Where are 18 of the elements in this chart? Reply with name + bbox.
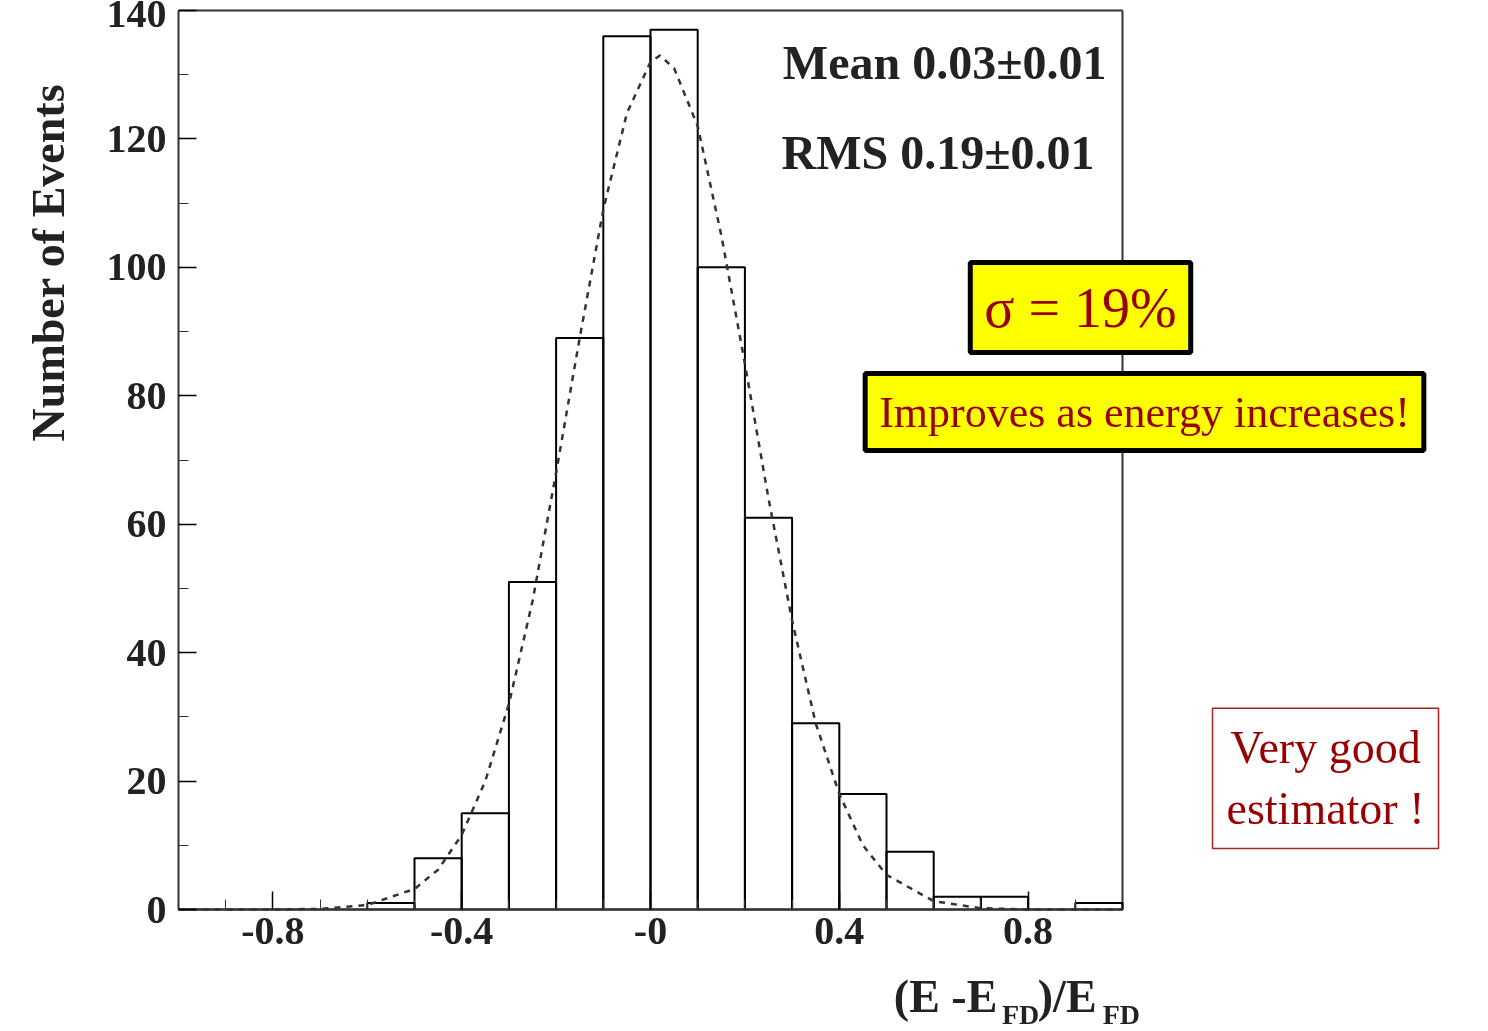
x-tick-label: 0.4 [814, 907, 865, 953]
y-tick-label: 120 [106, 115, 167, 161]
y-tick-label: 60 [126, 501, 167, 547]
annotation: Improves as energy increases! [879, 387, 1410, 437]
y-tick-label: 140 [106, 0, 167, 36]
x-tick-label: -0.4 [430, 907, 494, 953]
y-tick-label: 40 [126, 629, 167, 675]
y-tick-label: 20 [126, 758, 167, 804]
annotation: Mean 0.03±0.01 [782, 35, 1107, 89]
annotation: σ = 19% [984, 276, 1177, 339]
x-tick-label: -0 [633, 907, 668, 953]
annotation: RMS 0.19±0.01 [781, 125, 1095, 179]
y-tick-label: 100 [106, 244, 167, 290]
text: Very good estimator ! [1226, 722, 1425, 835]
y-axis-title: Number of Events [22, 84, 74, 442]
y-tick-label: 80 [126, 372, 167, 418]
x-tick-label: 0.8 [1003, 907, 1054, 953]
y-tick-label: 0 [146, 886, 167, 932]
